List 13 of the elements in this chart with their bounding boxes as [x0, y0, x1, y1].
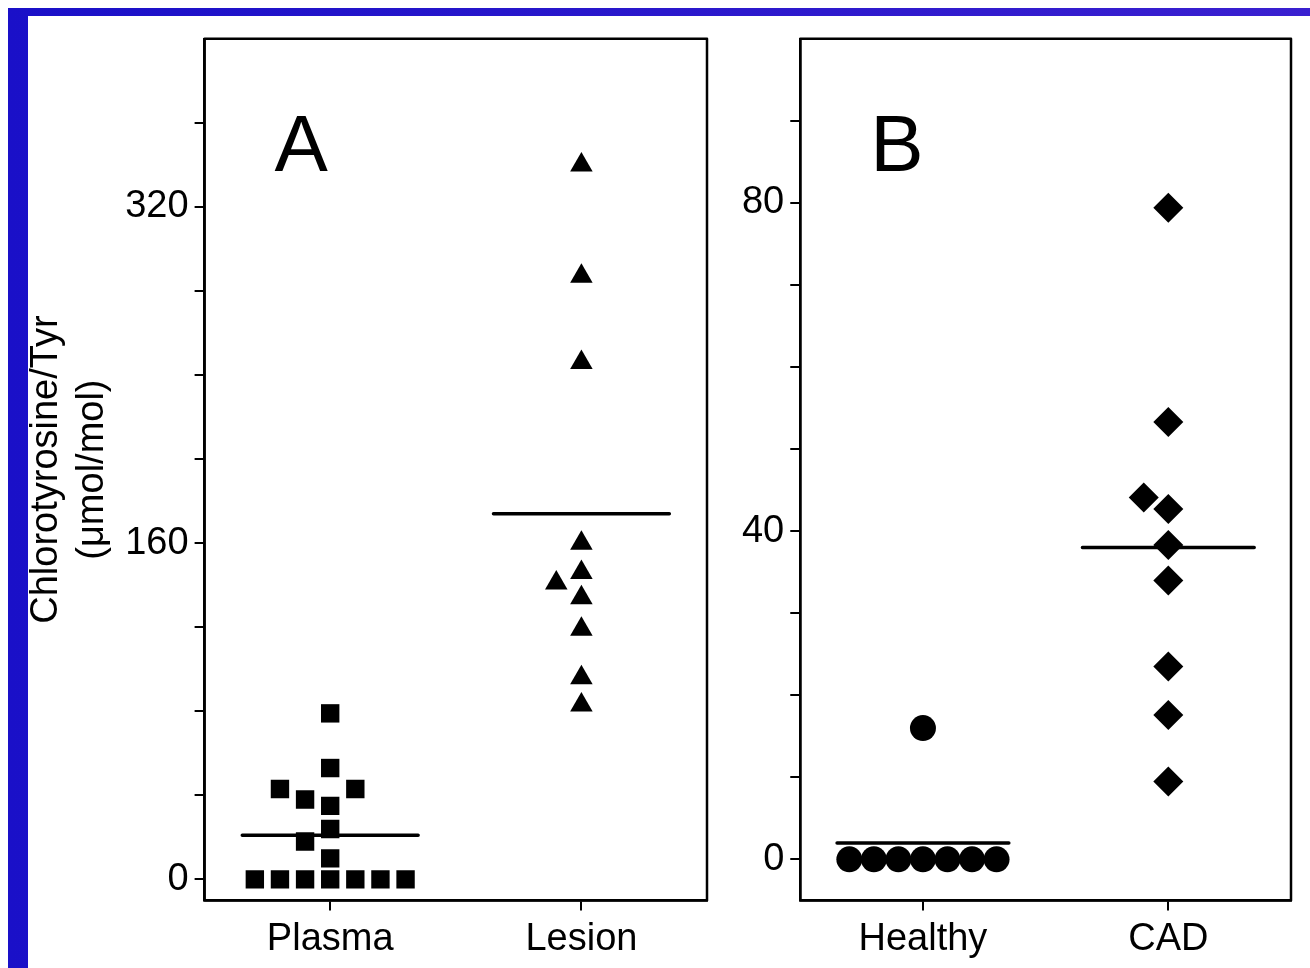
- y-tick-label: 160: [125, 519, 189, 562]
- annotation: A: [274, 98, 329, 188]
- x-tick-label: Lesion: [525, 915, 638, 958]
- y-tick-label: 0: [763, 835, 785, 878]
- y-tick-label: 80: [741, 179, 785, 222]
- x-tick-label: Plasma: [266, 915, 395, 958]
- x-tick-label: CAD: [1128, 915, 1209, 958]
- annotation: B: [870, 98, 924, 188]
- y-tick-label: 320: [125, 183, 189, 226]
- y-axis-title: Chlorotyrosine/Tyr (μmol/mol): [23, 315, 111, 624]
- y-tick-label: 40: [741, 507, 785, 550]
- x-tick-label: Healthy: [858, 915, 988, 958]
- y-tick-label: 0: [167, 855, 189, 898]
